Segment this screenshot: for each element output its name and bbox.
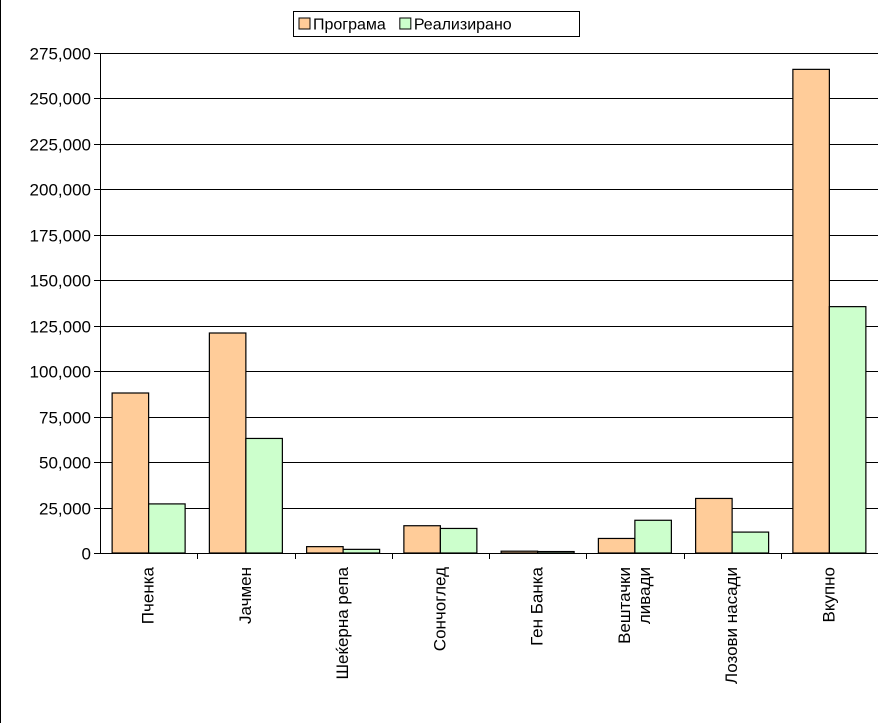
- legend-swatch-programa: [299, 18, 310, 29]
- bar-programa: [209, 333, 246, 553]
- legend: Програма Реализирано: [294, 12, 580, 37]
- bar-realizirano: [343, 549, 380, 553]
- bar-programa: [501, 551, 538, 553]
- bar-realizirano: [246, 438, 283, 553]
- bar-realizirano: [732, 532, 769, 553]
- y-tick-label: 75,000: [39, 409, 91, 428]
- category-label: Сончоглед: [430, 567, 449, 651]
- y-tick-label: 150,000: [30, 272, 91, 291]
- bar-realizirano: [829, 307, 866, 553]
- y-tick-label: 25,000: [39, 500, 91, 519]
- legend-label-programa: Програма: [313, 17, 386, 34]
- y-tick-label: 0: [82, 545, 91, 564]
- category-label: Лозови насади: [722, 567, 741, 684]
- category-label: Вештачки: [615, 567, 634, 644]
- category-label: Пченка: [139, 566, 158, 624]
- y-tick-label: 200,000: [30, 181, 91, 200]
- y-tick-label: 250,000: [30, 90, 91, 109]
- y-tick-label: 175,000: [30, 227, 91, 246]
- y-tick-label: 50,000: [39, 454, 91, 473]
- legend-label-realizirano: Реализирано: [414, 17, 512, 34]
- bar-realizirano: [538, 552, 575, 553]
- y-tick-label: 125,000: [30, 318, 91, 337]
- category-label: Вкупно: [819, 567, 838, 623]
- bar-programa: [404, 526, 441, 553]
- category-label: ливади: [635, 567, 654, 624]
- legend-swatch-realizirano: [400, 18, 411, 29]
- bar-programa: [112, 393, 149, 553]
- bar-realizirano: [440, 528, 477, 553]
- category-label: Ген Банка: [528, 566, 547, 645]
- bar-programa: [307, 547, 344, 553]
- y-tick-label: 225,000: [30, 136, 91, 155]
- bar-programa: [793, 69, 830, 553]
- bar-programa: [598, 538, 635, 553]
- bar-realizirano: [635, 520, 672, 553]
- bar-programa: [696, 498, 733, 553]
- category-label: Јачмен: [236, 567, 255, 624]
- bar-realizirano: [149, 504, 186, 553]
- y-tick-label: 275,000: [30, 45, 91, 64]
- category-label: Шеќерна репа: [333, 566, 352, 679]
- y-tick-label: 100,000: [30, 363, 91, 382]
